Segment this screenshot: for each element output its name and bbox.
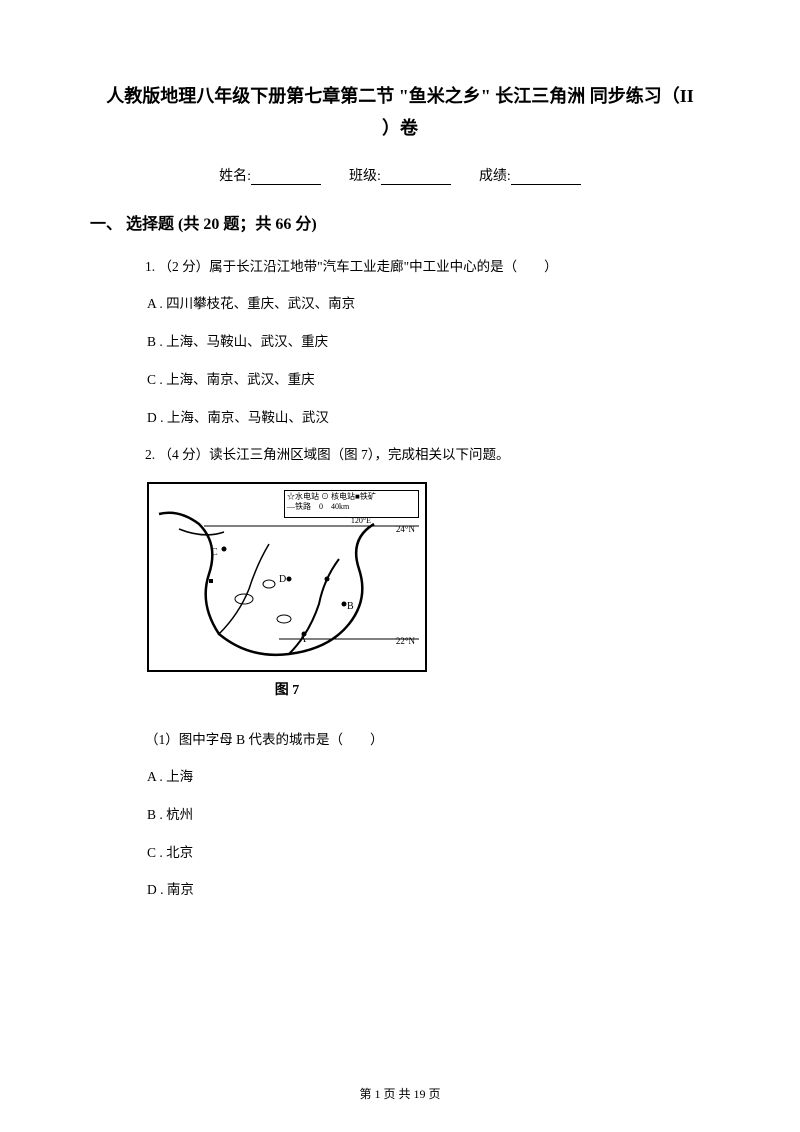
- q2-sub1-option-d: D . 南京: [147, 875, 710, 905]
- map-letter-a: A: [299, 629, 306, 651]
- title-line-2: ）卷: [382, 118, 418, 138]
- q2-sub1-option-a: A . 上海: [147, 762, 710, 792]
- student-info-line: 姓名: 班级: 成绩:: [90, 165, 710, 185]
- q2-sub1-stem: （1）图中字母 B 代表的城市是（ ）: [145, 725, 710, 755]
- q1-option-a: A . 四川攀枝花、重庆、武汉、南京: [147, 289, 710, 319]
- page-footer: 第 1 页 共 19 页: [0, 1085, 800, 1102]
- map-box: ☆水电站 ⊙ 核电站■铁矿 —铁路 0 40km: [147, 482, 427, 672]
- title-line-1: 人教版地理八年级下册第七章第二节 "鱼米之乡" 长江三角洲 同步练习（II: [106, 86, 694, 106]
- map-letter-d: D: [279, 569, 286, 591]
- score-blank: [511, 169, 581, 185]
- q1-option-d: D . 上海、南京、马鞍山、武汉: [147, 403, 710, 433]
- q2-stem: 2. （4 分）读长江三角洲区域图（图 7），完成相关以下问题。: [145, 440, 710, 470]
- document-title: 人教版地理八年级下册第七章第二节 "鱼米之乡" 长江三角洲 同步练习（II ）卷: [90, 80, 710, 145]
- name-label: 姓名:: [219, 165, 251, 185]
- question-1: 1. （2 分）属于长江沿江地带"汽车工业走廊"中工业中心的是（ ） A . 四…: [145, 252, 710, 432]
- q1-stem: 1. （2 分）属于长江沿江地带"汽车工业走廊"中工业中心的是（ ）: [145, 252, 710, 282]
- map-letter-b: B: [347, 596, 354, 618]
- q1-option-c: C . 上海、南京、武汉、重庆: [147, 365, 710, 395]
- lat-22n: 22°N: [396, 632, 415, 652]
- name-blank: [251, 169, 321, 185]
- q2-sub1-option-c: C . 北京: [147, 838, 710, 868]
- map-letter-c: C: [211, 542, 218, 564]
- score-label: 成绩:: [479, 165, 511, 185]
- class-label: 班级:: [349, 165, 381, 185]
- class-blank: [381, 169, 451, 185]
- section-1-header: 一、 选择题 (共 20 题；共 66 分): [90, 210, 710, 234]
- map-svg: [149, 484, 429, 674]
- map-figure: ☆水电站 ⊙ 核电站■铁矿 —铁路 0 40km: [147, 482, 427, 707]
- q1-option-b: B . 上海、马鞍山、武汉、重庆: [147, 327, 710, 357]
- lon-120e: 120°E: [351, 512, 371, 530]
- question-2: 2. （4 分）读长江三角洲区域图（图 7），完成相关以下问题。 ☆水电站 ⊙ …: [145, 440, 710, 905]
- lat-24n: 24°N: [396, 520, 415, 540]
- q2-sub1-option-b: B . 杭州: [147, 800, 710, 830]
- map-caption: 图 7: [147, 676, 427, 707]
